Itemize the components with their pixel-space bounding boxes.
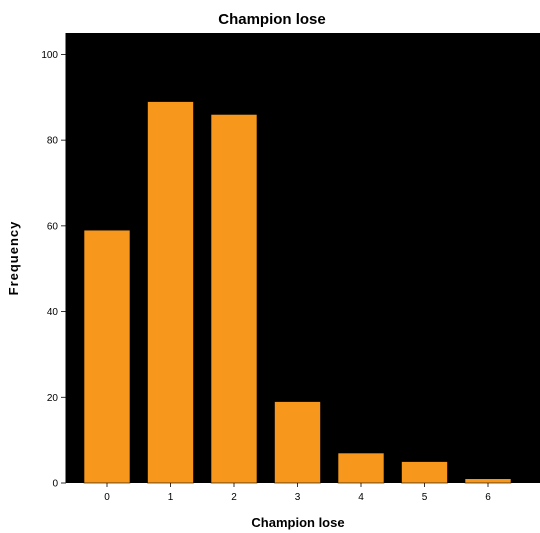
y-axis: 0 20 40 60 80 100 bbox=[41, 33, 67, 490]
x-tick-label: 4 bbox=[358, 492, 364, 503]
bar-1 bbox=[147, 101, 194, 484]
chart-title: Champion lose bbox=[218, 11, 326, 28]
x-tick-label: 6 bbox=[485, 492, 491, 503]
y-tick-label: 20 bbox=[47, 393, 59, 404]
y-tick-label: 60 bbox=[47, 221, 59, 232]
x-tick-label: 3 bbox=[295, 492, 301, 503]
x-tick-label: 0 bbox=[104, 492, 110, 503]
y-tick-label: 100 bbox=[41, 50, 58, 61]
bar-2 bbox=[210, 114, 258, 484]
y-tick-label: 80 bbox=[47, 136, 59, 147]
y-axis-label: Frequency bbox=[6, 221, 21, 296]
bar-6 bbox=[464, 478, 512, 484]
bar-4 bbox=[337, 452, 385, 484]
bar-3 bbox=[274, 401, 321, 484]
x-axis: 0 1 2 3 4 5 6 bbox=[104, 483, 491, 503]
x-tick-label: 1 bbox=[168, 492, 174, 503]
x-axis-label: Champion lose bbox=[251, 515, 344, 530]
bars-group bbox=[83, 101, 512, 484]
x-tick-label: 2 bbox=[231, 492, 237, 503]
y-tick-label: 40 bbox=[47, 307, 59, 318]
y-tick-label: 0 bbox=[52, 479, 58, 490]
x-tick-label: 5 bbox=[422, 492, 428, 503]
bar-5 bbox=[401, 461, 448, 484]
bar-0 bbox=[83, 229, 131, 484]
